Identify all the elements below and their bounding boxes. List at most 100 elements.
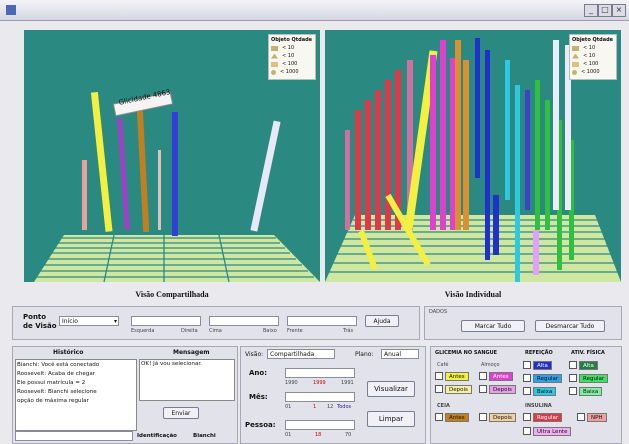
slider-depth[interactable] bbox=[287, 316, 357, 326]
user-name: Bianchi bbox=[193, 433, 216, 439]
block-icon bbox=[271, 61, 278, 67]
plano-select[interactable]: Anual bbox=[381, 349, 419, 359]
checkbox-icon bbox=[479, 413, 487, 421]
almoco-label: Almoço bbox=[481, 362, 500, 368]
visao-value: Compartilhada bbox=[270, 351, 315, 358]
almoco-antes-toggle[interactable]: Antes bbox=[479, 372, 513, 381]
almoco-depois-toggle[interactable]: Depois bbox=[479, 385, 516, 394]
checkbox-icon bbox=[569, 374, 577, 382]
dados-title: DADOS bbox=[429, 309, 448, 315]
message-input[interactable]: OK! Já vou selecionar. bbox=[139, 359, 235, 401]
ativ-baixa-toggle[interactable]: Baixa bbox=[569, 387, 603, 396]
visao-select[interactable]: Compartilhada bbox=[267, 349, 335, 359]
ano-tick: 1990 bbox=[285, 380, 298, 386]
ativ-alta-label: Alta bbox=[579, 361, 598, 370]
dados-panel: DADOS Marcar Tudo Desmarcar Tudo bbox=[424, 306, 622, 340]
history-scrollbar[interactable] bbox=[15, 431, 133, 441]
help-button[interactable]: Ajuda bbox=[365, 315, 399, 327]
pessoa-tick: 01 bbox=[285, 432, 292, 438]
limpar-button[interactable]: Limpar bbox=[367, 411, 415, 427]
individual-view-scene[interactable] bbox=[325, 30, 621, 282]
insulina-ultra-toggle[interactable]: Ultra Lente bbox=[523, 427, 572, 436]
insulina-label: INSULINA bbox=[525, 403, 552, 409]
ativ-alta-toggle[interactable]: Alta bbox=[569, 361, 598, 370]
almoco-depois-label: Depois bbox=[489, 385, 516, 394]
slider-horizontal[interactable] bbox=[131, 316, 201, 326]
visao-label: Visão: bbox=[245, 351, 264, 358]
ceia-depois-toggle[interactable]: Depois bbox=[479, 413, 516, 422]
pessoa-tick: 70 bbox=[345, 432, 352, 438]
pyramid-icon bbox=[271, 53, 278, 59]
ativ-regular-toggle[interactable]: Regular bbox=[569, 374, 609, 383]
cafe-antes-label: Antes bbox=[445, 372, 469, 381]
pessoa-tick-selected: 18 bbox=[315, 432, 322, 438]
close-icon[interactable]: × bbox=[612, 4, 626, 17]
send-button[interactable]: Enviar bbox=[163, 407, 199, 419]
cylinder-icon bbox=[572, 69, 577, 75]
shared-view-scene[interactable] bbox=[24, 30, 320, 282]
history-line: opção de máxima regular bbox=[17, 398, 89, 404]
bar-white bbox=[250, 120, 281, 232]
legend-shared: Objeto Qtdade < 10 < 10 < 100 < 1000 bbox=[268, 34, 316, 80]
ano-tick-selected: 1999 bbox=[313, 380, 326, 386]
refeicao-baixa-toggle[interactable]: Baixa bbox=[523, 387, 557, 396]
viewpoint-select[interactable]: Início ▾ bbox=[59, 316, 119, 326]
checkbox-icon bbox=[523, 374, 531, 382]
refeicao-alta-toggle[interactable]: Alta bbox=[523, 361, 552, 370]
insulina-regular-label: Regular bbox=[533, 413, 563, 422]
checkbox-icon bbox=[569, 361, 577, 369]
mes-slider[interactable] bbox=[285, 392, 355, 402]
minimize-icon[interactable]: _ bbox=[584, 4, 598, 17]
legend-item: < 10 bbox=[282, 45, 295, 51]
history-log[interactable]: Bianchi: Você está conectado Roosevelt: … bbox=[15, 359, 137, 431]
checkbox-icon bbox=[577, 413, 585, 421]
checkbox-icon bbox=[479, 372, 487, 380]
cylinder-icon bbox=[271, 69, 276, 75]
insulina-nph-toggle[interactable]: NPH bbox=[577, 413, 607, 422]
cafe-depois-toggle[interactable]: Depois bbox=[435, 385, 472, 394]
mark-all-button[interactable]: Marcar Tudo bbox=[461, 320, 525, 332]
checkbox-icon bbox=[435, 413, 443, 421]
refeicao-regular-toggle[interactable]: Regular bbox=[523, 374, 563, 383]
history-title: Histórico bbox=[53, 349, 84, 356]
pessoa-slider[interactable] bbox=[285, 420, 355, 430]
mes-label: Mês: bbox=[249, 393, 268, 401]
ceia-antes-toggle[interactable]: Antes bbox=[435, 413, 469, 422]
insulina-regular-toggle[interactable]: Regular bbox=[523, 413, 563, 422]
cafe-antes-toggle[interactable]: Antes bbox=[435, 372, 469, 381]
chevron-down-icon: ▾ bbox=[113, 318, 117, 325]
unmark-all-button[interactable]: Desmarcar Tudo bbox=[535, 320, 605, 332]
checkbox-icon bbox=[569, 387, 577, 395]
atividade-title: ATIV. FÍSICA bbox=[571, 350, 605, 356]
visualizar-button[interactable]: Visualizar bbox=[367, 381, 415, 397]
bar-thin bbox=[158, 150, 161, 230]
mes-tick-all[interactable]: Todos bbox=[337, 404, 352, 410]
messages-title: Mensagem bbox=[173, 349, 210, 356]
bar-blue bbox=[172, 112, 178, 236]
checkbox-icon bbox=[523, 361, 531, 369]
individual-view-canvas[interactable]: Objeto Qtdade < 10 < 10 < 100 < 1000 bbox=[325, 30, 621, 282]
viewpoint-label: Ponto de Visão bbox=[23, 313, 57, 330]
label-baixo: Baixo bbox=[263, 328, 277, 334]
cube-icon bbox=[271, 45, 278, 51]
refeicao-alta-label: Alta bbox=[533, 361, 552, 370]
ativ-baixa-label: Baixa bbox=[579, 387, 603, 396]
slider-vertical[interactable] bbox=[209, 316, 279, 326]
individual-view-caption: Visão Individual bbox=[444, 290, 502, 299]
pessoa-label: Pessoa: bbox=[245, 421, 276, 429]
maximize-icon[interactable]: □ bbox=[598, 4, 612, 17]
ano-slider[interactable] bbox=[285, 368, 355, 378]
shared-view-canvas[interactable]: Glicidade 4863 Objeto Qtdade < 10 < 10 <… bbox=[24, 30, 320, 282]
insulina-ultra-label: Ultra Lente bbox=[533, 427, 572, 436]
ano-label: Ano: bbox=[249, 369, 268, 377]
mes-tick: 01 bbox=[285, 404, 292, 410]
label-tras: Trás bbox=[343, 328, 354, 334]
legend-title: Objeto Qtdade bbox=[572, 37, 614, 43]
label-frente: Frente bbox=[287, 328, 303, 334]
plano-value: Anual bbox=[384, 351, 402, 358]
refeicao-baixa-label: Baixa bbox=[533, 387, 557, 396]
checkbox-icon bbox=[523, 387, 531, 395]
cafe-depois-label: Depois bbox=[445, 385, 472, 394]
identification-label: Identificação bbox=[137, 433, 177, 439]
viewpoint-panel: Ponto de Visão Início ▾ Esquerda Direita… bbox=[12, 306, 420, 340]
